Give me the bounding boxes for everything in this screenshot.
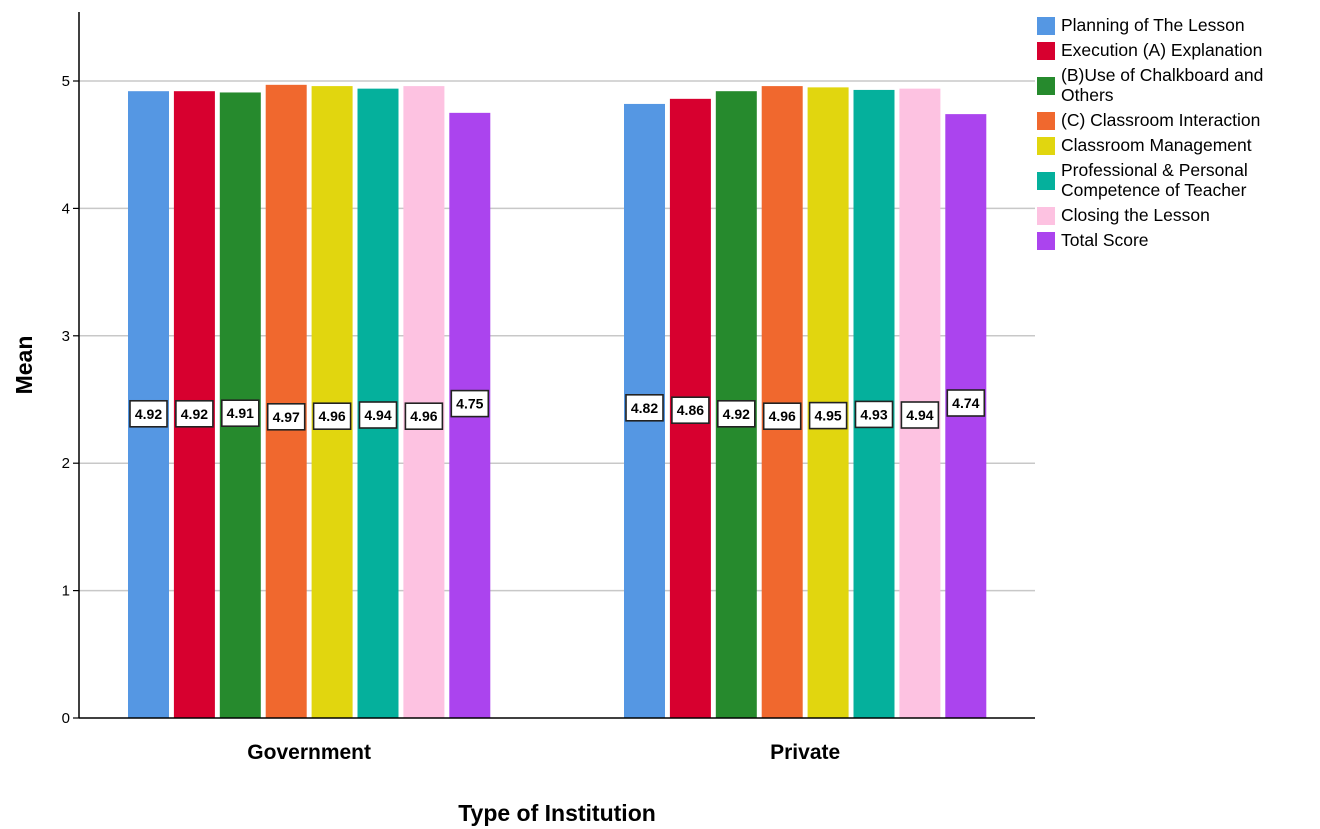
- bar-government-7: [403, 86, 445, 718]
- legend-swatch: [1037, 17, 1055, 35]
- data-label-text: 4.97: [273, 409, 300, 425]
- legend-label: Planning of The Lesson: [1061, 15, 1245, 35]
- data-label-text: 4.92: [181, 406, 208, 422]
- data-label-government-8: 4.75: [450, 389, 490, 418]
- legend-item-7: Closing the Lesson: [1037, 205, 1210, 225]
- y-tick-label: 2: [62, 455, 70, 472]
- data-label-box: [129, 399, 168, 428]
- data-label-box: [450, 389, 490, 418]
- data-label-private-8: 4.74: [946, 389, 986, 417]
- legend-item-1: Planning of The Lesson: [1037, 15, 1245, 35]
- axes: [78, 12, 1035, 719]
- data-label-private-5: 4.95: [808, 401, 848, 430]
- data-label-box: [716, 399, 756, 428]
- legend-label: (B)Use of Chalkboard and: [1061, 65, 1263, 85]
- data-label-box: [358, 401, 398, 429]
- legend-item-5: Classroom Management: [1037, 135, 1252, 155]
- data-label-text: 4.86: [677, 402, 704, 418]
- data-label-text: 4.96: [318, 408, 345, 424]
- data-label-government-2: 4.92: [175, 399, 214, 428]
- legend-label: Competence of Teacher: [1061, 180, 1247, 200]
- data-label-box: [175, 399, 214, 428]
- legend-swatch: [1037, 172, 1055, 190]
- data-label-text: 4.82: [631, 400, 658, 416]
- legend: Planning of The Lesson Execution (A) Expl…: [1037, 15, 1263, 250]
- legend-label: Professional & Personal: [1061, 160, 1248, 180]
- bar-government-4: [265, 84, 307, 718]
- data-label-text: 4.94: [364, 407, 391, 423]
- data-label-private-1: 4.82: [625, 393, 664, 422]
- x-category-label: Private: [770, 741, 840, 764]
- data-label-box: [404, 402, 444, 431]
- data-label-text: 4.93: [860, 406, 887, 422]
- data-labels: 4.92 4.92 4.91 4.97 4.96 4.94 4.96 4.75 4.82 4.86…: [129, 389, 986, 431]
- data-label-private-6: 4.93: [854, 400, 894, 429]
- x-axis-title: Type of Institution: [458, 800, 656, 826]
- data-label-box: [671, 396, 710, 425]
- data-label-government-6: 4.94: [358, 401, 398, 429]
- y-tick-label: 0: [62, 710, 70, 727]
- data-label-text: 4.75: [456, 396, 483, 412]
- legend-label: Classroom Management: [1061, 135, 1252, 155]
- data-label-box: [946, 389, 986, 417]
- legend-swatch: [1037, 112, 1055, 130]
- legend-swatch: [1037, 137, 1055, 155]
- y-tick-label: 3: [62, 328, 70, 345]
- data-label-private-2: 4.86: [671, 396, 710, 425]
- legend-item-4: (C) Classroom Interaction: [1037, 110, 1260, 130]
- data-label-text: 4.96: [410, 408, 437, 424]
- y-tick-label: 1: [62, 583, 70, 600]
- data-label-box: [312, 402, 352, 431]
- legend-label: Closing the Lesson: [1061, 205, 1210, 225]
- data-label-text: 4.94: [906, 407, 933, 423]
- legend-label: Others: [1061, 85, 1114, 105]
- y-tick-labels: 0 1 2 3 4 5: [62, 73, 79, 727]
- data-label-box: [854, 400, 894, 429]
- data-label-box: [625, 393, 664, 422]
- data-label-box: [900, 401, 940, 429]
- data-label-government-1: 4.92: [129, 399, 168, 428]
- legend-swatch: [1037, 77, 1055, 95]
- legend-label: Execution (A) Explanation: [1061, 40, 1262, 60]
- bar-government-5: [311, 86, 353, 718]
- y-tick-label: 5: [62, 73, 70, 90]
- legend-swatch: [1037, 42, 1055, 60]
- data-label-private-3: 4.92: [716, 399, 756, 428]
- data-label-text: 4.96: [769, 408, 796, 424]
- category-labels: Government Private: [247, 741, 840, 764]
- y-axis-title: Mean: [11, 336, 37, 395]
- data-label-text: 4.91: [227, 405, 254, 421]
- data-label-government-3: 4.91: [221, 399, 260, 428]
- legend-label: (C) Classroom Interaction: [1061, 110, 1260, 130]
- legend-item-2: Execution (A) Explanation: [1037, 40, 1262, 60]
- data-label-government-7: 4.96: [404, 402, 444, 431]
- data-label-box: [266, 402, 306, 431]
- data-label-text: 4.92: [723, 406, 750, 422]
- data-label-text: 4.74: [952, 395, 979, 411]
- y-tick-label: 4: [62, 200, 70, 217]
- data-label-government-4: 4.97: [266, 402, 306, 431]
- legend-item-8: Total Score: [1037, 230, 1149, 250]
- data-label-text: 4.95: [814, 408, 841, 424]
- data-label-private-4: 4.96: [762, 402, 802, 431]
- legend-swatch: [1037, 232, 1055, 250]
- bar-private-4: [761, 86, 803, 718]
- data-label-box: [221, 399, 260, 428]
- data-label-private-7: 4.94: [900, 401, 940, 429]
- legend-swatch: [1037, 207, 1055, 225]
- data-label-government-5: 4.96: [312, 402, 352, 431]
- data-label-box: [762, 402, 802, 431]
- x-category-label: Government: [247, 741, 371, 764]
- data-label-text: 4.92: [135, 406, 162, 422]
- data-label-box: [808, 401, 848, 430]
- legend-label: Total Score: [1061, 230, 1149, 250]
